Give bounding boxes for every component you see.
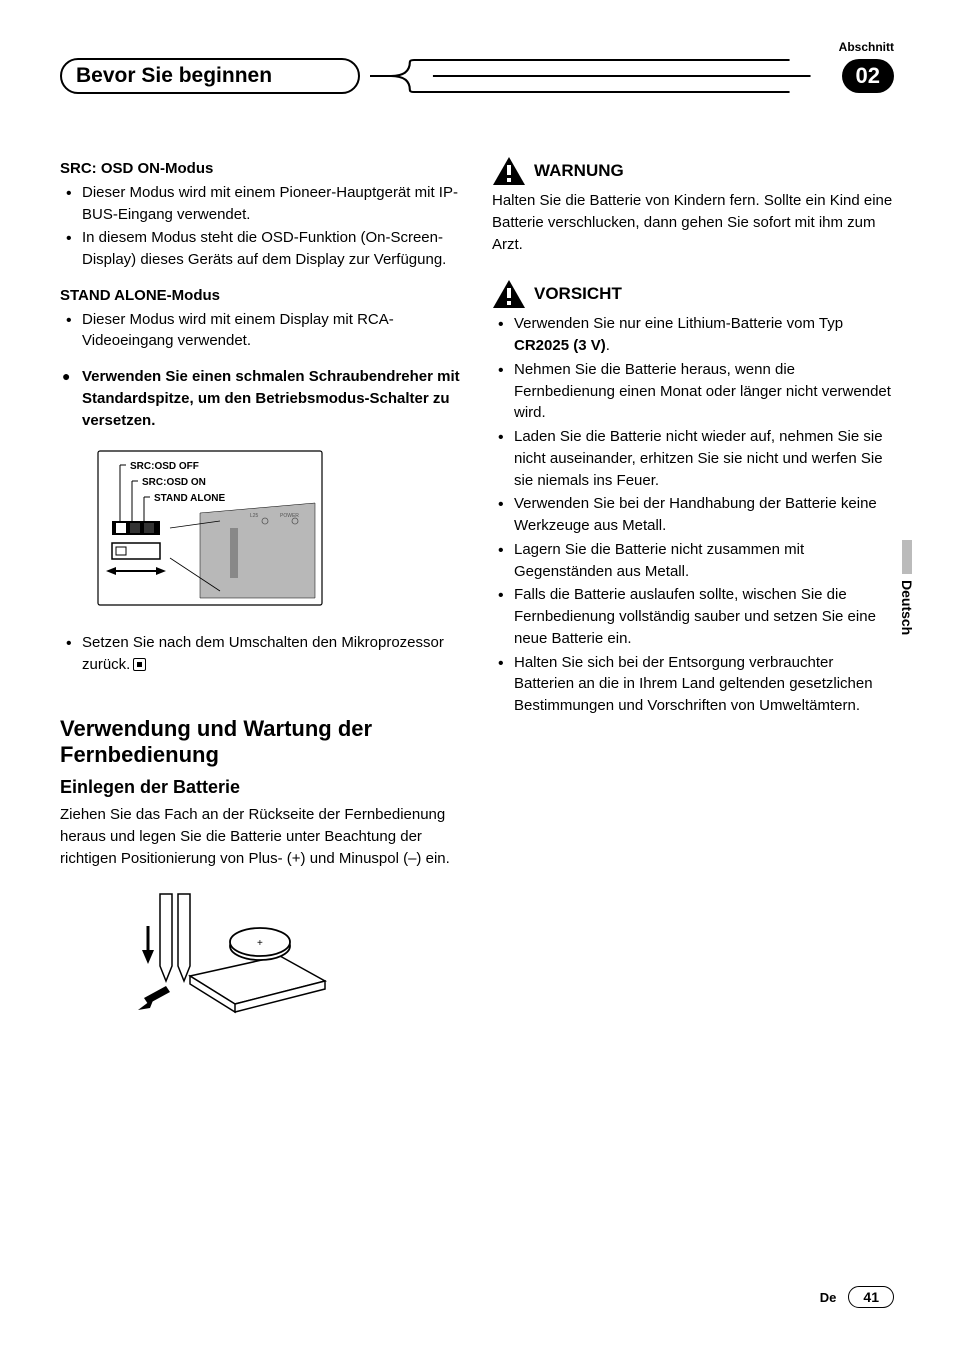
mode2-bullets: Dieser Modus wird mit einem Display mit … <box>60 309 462 353</box>
footer-lang: De <box>820 1290 837 1305</box>
list-item: Dieser Modus wird mit einem Display mit … <box>82 309 462 353</box>
list-item: Nehmen Sie die Batterie heraus, wenn die… <box>514 359 894 424</box>
mode1-suffix: -Modus <box>160 160 213 177</box>
diagram-label: STAND ALONE <box>154 493 225 504</box>
language-label: Deutsch <box>899 580 915 635</box>
mode2-heading: STAND ALONE-Modus <box>60 285 462 307</box>
list-item: Verwenden Sie bei der Handhabung der Bat… <box>514 493 894 537</box>
section-label: Abschnitt <box>60 40 894 54</box>
list-item: Verwenden Sie nur eine Lithium-Batterie … <box>514 313 894 357</box>
section-heading: Verwendung und Wartung der Fernbedienung <box>60 716 462 769</box>
svg-text:L25: L25 <box>250 513 259 519</box>
page-footer: De 41 <box>820 1286 894 1308</box>
battery-diagram: + <box>130 886 330 1023</box>
left-column: SRC: OSD ON-Modus Dieser Modus wird mit … <box>60 154 462 1022</box>
list-item: Halten Sie sich bei der Entsorgung verbr… <box>514 652 894 717</box>
title-row: Bevor Sie beginnen 02 <box>60 58 894 94</box>
tab-gray-marker <box>902 540 912 574</box>
tip-paragraph: Verwenden Sie einen schmalen Schraubendr… <box>60 366 462 431</box>
warning-icon <box>492 156 526 186</box>
mode2-suffix: -Modus <box>167 287 220 304</box>
svg-text:POWER: POWER <box>280 513 299 519</box>
list-item: Dieser Modus wird mit einem Pioneer-Haup… <box>82 182 462 226</box>
mode2-prefix: STAND ALONE <box>60 287 167 304</box>
warning-label: WARNUNG <box>534 159 624 184</box>
stop-icon <box>133 658 146 671</box>
mode1-prefix: SRC: OSD ON <box>60 160 160 177</box>
page-number: 41 <box>848 1286 894 1308</box>
diagram-label: SRC:OSD ON <box>142 477 206 488</box>
post-diagram-bullets: Setzen Sie nach dem Umschalten den Mikro… <box>60 632 462 676</box>
mode1-heading: SRC: OSD ON-Modus <box>60 158 462 180</box>
switch-diagram: SRC:OSD OFF SRC:OSD ON STAND ALONE <box>90 443 330 620</box>
diagram-label: SRC:OSD OFF <box>130 461 199 472</box>
warning-heading: WARNUNG <box>492 156 894 186</box>
language-tab: Deutsch <box>896 540 918 660</box>
list-item: Setzen Sie nach dem Umschalten den Mikro… <box>82 632 462 676</box>
list-item: Laden Sie die Batterie nicht wieder auf,… <box>514 426 894 491</box>
list-item: Lagern Sie die Batterie nicht zusammen m… <box>514 539 894 583</box>
section-number-badge: 02 <box>842 59 894 93</box>
warning-text: Halten Sie die Batterie von Kindern fern… <box>492 190 894 255</box>
warning-icon <box>492 279 526 309</box>
title-connector <box>370 58 832 94</box>
list-item: Falls die Batterie auslaufen sollte, wis… <box>514 584 894 649</box>
caution-label: VORSICHT <box>534 282 622 307</box>
caution-heading: VORSICHT <box>492 279 894 309</box>
subsection-heading: Einlegen der Batterie <box>60 774 462 800</box>
mode1-bullets: Dieser Modus wird mit einem Pioneer-Haup… <box>60 182 462 271</box>
svg-text:+: + <box>257 938 263 949</box>
right-column: WARNUNG Halten Sie die Batterie von Kind… <box>492 154 894 1022</box>
page-title: Bevor Sie beginnen <box>60 58 360 94</box>
caution-bullets: Verwenden Sie nur eine Lithium-Batterie … <box>492 313 894 717</box>
battery-paragraph: Ziehen Sie das Fach an der Rückseite der… <box>60 804 462 869</box>
list-item: In diesem Modus steht die OSD-Funktion (… <box>82 227 462 271</box>
